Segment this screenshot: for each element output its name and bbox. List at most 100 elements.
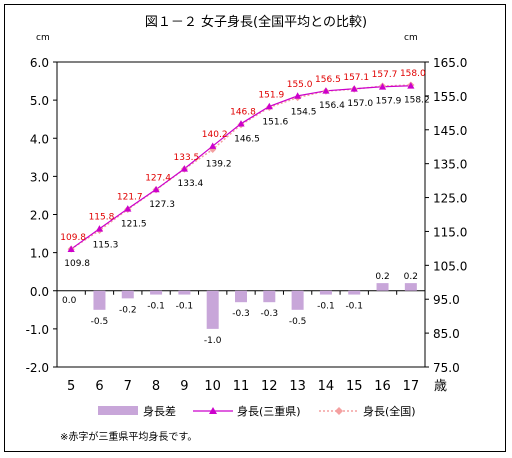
bar-data-label: -0.5	[289, 317, 307, 327]
mie-data-label: 146.8	[230, 108, 256, 118]
right-axis-tick-label: 105.0	[433, 259, 467, 273]
national-data-label: 156.4	[319, 101, 345, 111]
legend-marker-national	[335, 407, 343, 415]
point-mie	[124, 205, 132, 212]
mie-data-label: 133.5	[174, 153, 200, 163]
x-axis-tick-label: 16	[374, 379, 391, 394]
left-axis-tick-label: 2.0	[30, 209, 49, 223]
left-axis-tick-label: 1.0	[30, 247, 49, 261]
right-axis-tick-label: 125.0	[433, 192, 467, 206]
point-mie	[152, 185, 160, 193]
right-axis-tick-label: 115.0	[433, 225, 467, 239]
right-axis-tick-label: 145.0	[433, 124, 467, 138]
point-mie	[265, 102, 273, 110]
bar-diff	[93, 290, 106, 310]
footnote: ※赤字が三重県平均身長です。	[60, 430, 197, 443]
mie-data-label: 109.8	[60, 233, 86, 243]
x-axis-tick-label: 5	[67, 379, 75, 394]
left-axis-tick-label: -2.0	[26, 361, 49, 375]
chart-frame	[4, 4, 506, 452]
national-data-label: 154.5	[291, 108, 317, 118]
national-data-label: 109.8	[64, 259, 90, 269]
mie-data-label: 115.8	[89, 213, 115, 223]
bar-diff	[150, 290, 163, 295]
bar-diff	[404, 283, 417, 291]
point-mie	[294, 92, 302, 99]
chart-title: 図１－２ 女子身長(全国平均との比較)	[145, 14, 367, 30]
bar-data-label: 0.2	[404, 272, 418, 282]
x-axis-unit-label: 歳	[434, 379, 447, 394]
bar-diff	[376, 283, 389, 291]
bar-diff	[235, 290, 247, 303]
national-data-label: 115.3	[93, 240, 119, 250]
x-axis-tick-label: 13	[289, 379, 306, 394]
right-axis-tick-label: 155.0	[433, 90, 467, 104]
mie-data-label: 121.7	[117, 193, 143, 203]
left-axis-tick-label: 4.0	[30, 132, 49, 146]
mie-data-label: 151.9	[258, 90, 284, 100]
x-axis-tick-label: 17	[403, 379, 420, 394]
bar-data-label: -0.3	[261, 309, 279, 319]
national-data-label: 151.6	[262, 117, 288, 127]
point-mie	[209, 142, 217, 149]
bar-diff	[263, 290, 276, 303]
left-axis-tick-label: 6.0	[30, 56, 49, 70]
mie-data-label: 155.0	[287, 80, 313, 90]
bar-data-label: -0.1	[317, 302, 335, 312]
legend-swatch-diff	[98, 406, 138, 415]
bar-data-label: -0.1	[147, 302, 165, 312]
bar-data-label: 0.0	[62, 296, 77, 306]
x-axis-tick-label: 10	[204, 379, 221, 394]
national-data-label: 127.3	[149, 200, 175, 210]
legend-label-mie: 身長(三重県)	[237, 404, 301, 418]
point-mie	[237, 120, 245, 127]
right-axis-unit: cm	[404, 33, 418, 43]
bar-data-label: 0.2	[375, 272, 389, 282]
right-axis-tick-label: 75.0	[433, 361, 460, 375]
bar-data-label: -0.1	[345, 302, 363, 312]
national-data-label: 158.2	[404, 96, 430, 106]
bar-diff	[348, 290, 361, 295]
right-axis-tick-label: 135.0	[433, 158, 467, 172]
point-mie	[407, 82, 415, 89]
legend-marker-mie	[209, 407, 217, 414]
national-data-label: 121.5	[121, 219, 147, 229]
x-axis-tick-label: 15	[346, 379, 363, 394]
left-axis-tick-label: 3.0	[30, 170, 49, 184]
x-axis-tick-label: 12	[261, 379, 278, 394]
point-mie	[67, 245, 75, 252]
bar-data-label: -1.0	[204, 336, 222, 346]
x-axis-tick-label: 8	[152, 379, 160, 394]
mie-data-label: 127.4	[145, 173, 171, 183]
left-axis-tick-label: 5.0	[30, 94, 49, 108]
bar-data-label: -0.2	[119, 305, 137, 315]
right-axis-tick-label: 85.0	[433, 327, 460, 341]
bar-data-label: -0.5	[91, 317, 109, 327]
mie-data-label: 157.7	[372, 70, 398, 80]
mie-data-label: 157.1	[343, 73, 369, 83]
point-mie	[95, 225, 104, 232]
national-data-label: 157.9	[376, 97, 402, 107]
national-data-label: 146.5	[234, 135, 260, 145]
x-axis-tick-label: 14	[318, 379, 335, 394]
x-axis-tick-label: 7	[124, 379, 132, 394]
bar-data-label: -0.3	[232, 309, 250, 319]
bar-diff	[319, 290, 332, 295]
bar-diff	[178, 290, 191, 295]
x-axis-tick-label: 9	[180, 379, 188, 394]
national-data-label: 139.2	[206, 159, 232, 169]
mie-data-label: 140.2	[202, 130, 228, 140]
legend-label-diff: 身長差	[143, 404, 176, 418]
point-mie	[378, 83, 387, 90]
right-axis-tick-label: 165.0	[433, 56, 467, 70]
mie-data-label: 156.5	[315, 75, 341, 85]
left-axis-unit: cm	[36, 33, 50, 43]
left-axis-tick-label: -1.0	[26, 323, 49, 337]
bar-diff	[121, 290, 134, 299]
national-data-label: 157.0	[347, 99, 373, 109]
legend-label-national: 身長(全国)	[363, 404, 416, 418]
point-mie	[322, 87, 330, 94]
national-data-label: 133.4	[178, 179, 204, 189]
right-axis-tick-label: 95.0	[433, 293, 460, 307]
